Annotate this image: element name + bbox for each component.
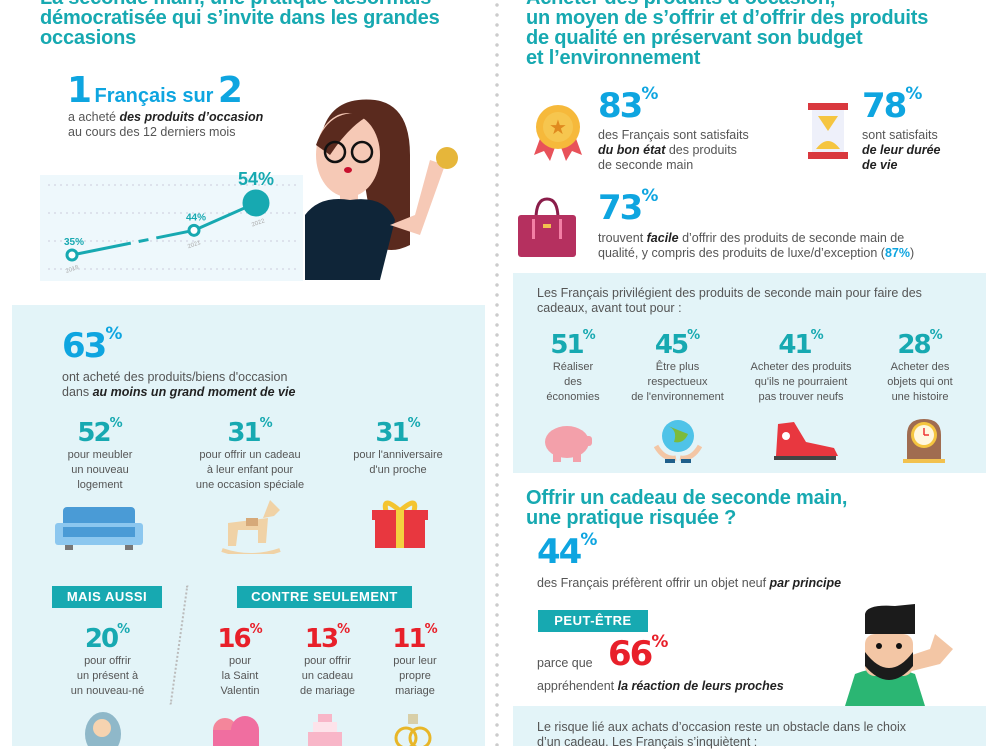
tag-mais-aussi: MAIS AUSSI <box>52 586 162 608</box>
stat-78: 78% <box>862 84 923 126</box>
data-point <box>65 248 79 262</box>
hourglass-icon <box>808 103 848 159</box>
medal-icon: ★ <box>534 105 582 161</box>
data-label: 44% <box>186 212 206 223</box>
data-label: 35% <box>64 237 84 248</box>
stat-44: 44% <box>537 530 598 572</box>
stat-63-text: ont acheté des produits/biens d'occasion… <box>62 370 296 399</box>
reason-item: 28% Acheter des objets qui ont une histoir… <box>887 328 953 403</box>
chart-background <box>40 175 303 281</box>
risk-title: Offrir un cadeau de seconde main, une pra… <box>526 487 848 529</box>
reason-item: 41% Acheter des produits qu'ils ne pourra… <box>750 328 852 403</box>
stat-item: 31% pour l'anniversaire d'un proche <box>353 416 443 476</box>
gift-icon <box>372 500 428 548</box>
tag-contre-seulement: CONTRE SEULEMENT <box>237 586 412 608</box>
risk-concerns-panel <box>513 706 986 746</box>
column-divider <box>494 0 500 746</box>
stat-83: 83% <box>598 84 659 126</box>
thinking-man-illustration <box>845 604 953 706</box>
purchase-trend-chart: 35% 2018 44% 2021 54% 2022 <box>40 169 303 281</box>
gift-reasons-intro: Les Français privilégient des produits d… <box>537 286 922 315</box>
left-title: La seconde main, une pratique désormaisd… <box>40 0 440 49</box>
clock-icon <box>903 419 945 463</box>
woman-holding-coin-illustration <box>305 99 458 280</box>
stat-78-text: sont satisfaits de leur durée de vie <box>862 128 941 172</box>
right-title: Acheter des produits d’occasion,un moyen… <box>526 0 929 69</box>
stat-83-text: des Français sont satisfaits du bon état … <box>598 128 749 172</box>
stat-73-text: trouvent facile d’offrir des produits de… <box>598 231 915 260</box>
sofa-icon <box>55 507 143 550</box>
year-tick-label: 2021 <box>187 240 202 250</box>
stat-item: 11% pour leur propre mariage <box>392 622 438 697</box>
because-label: parce que <box>537 656 593 670</box>
year-tick-label: 2022 <box>251 218 266 228</box>
handbag-icon <box>518 197 576 257</box>
hearts-icon <box>213 716 259 746</box>
piggy-bank-icon <box>545 426 592 462</box>
svg-text:★: ★ <box>549 117 567 139</box>
stat-item: 52% pour meubler un nouveau logement <box>67 416 133 491</box>
one-in-two-text: a acheté des produits d’occasion au cour… <box>68 110 264 139</box>
reason-item: 51% Réaliser des économies <box>546 328 600 403</box>
wedding-cake-icon <box>308 714 342 746</box>
trend-line-segment <box>71 228 195 257</box>
stat-item: 31% pour offrir un cadeau à leur enfant p… <box>195 416 305 491</box>
stat-66: 66% <box>608 632 669 674</box>
data-point <box>187 223 201 237</box>
stat-73: 73% <box>598 186 659 228</box>
data-point <box>242 189 270 217</box>
stat-44-text: des Français préfèrent offrir un objet n… <box>537 576 842 590</box>
sneaker-icon <box>774 422 838 460</box>
earth-in-hands-icon <box>654 420 702 463</box>
reason-item: 45% Être plus respectueux de l'environneme… <box>631 328 724 403</box>
rings-icon <box>394 714 432 746</box>
stat-item: 16% pour la Saint Valentin <box>217 622 263 697</box>
tag-peut-etre: PEUT-ÊTRE <box>538 610 648 632</box>
baby-icon <box>85 712 121 746</box>
stat-66-text: appréhendent la réaction de leurs proche… <box>537 679 784 693</box>
rocking-horse-icon <box>221 500 281 554</box>
stat-63: 63% <box>62 324 123 366</box>
data-label: 54% <box>238 169 274 189</box>
stat-item: 13% pour offrir un cadeau de mariage <box>299 622 356 697</box>
stat-item: 20% pour offrir un présent à un nouveau-né <box>70 622 145 697</box>
year-tick-label: 2018 <box>65 265 80 275</box>
one-in-two-stat: 1 Français sur 2 <box>67 70 243 111</box>
